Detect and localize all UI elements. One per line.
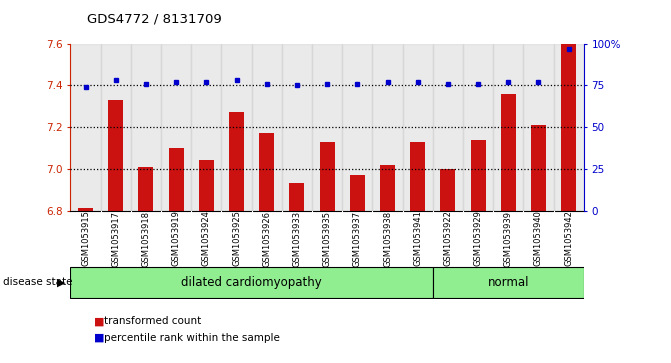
Bar: [161, 44, 191, 211]
FancyBboxPatch shape: [433, 267, 584, 298]
Text: percentile rank within the sample: percentile rank within the sample: [104, 333, 280, 343]
Bar: [289, 183, 305, 211]
Bar: [523, 44, 554, 211]
Text: transformed count: transformed count: [104, 316, 201, 326]
Bar: [191, 44, 221, 211]
Bar: [259, 133, 274, 211]
Bar: [561, 44, 576, 211]
Bar: [372, 44, 403, 211]
Bar: [554, 44, 584, 211]
Text: dilated cardiomyopathy: dilated cardiomyopathy: [181, 276, 322, 289]
Bar: [531, 125, 546, 211]
Text: ■: ■: [94, 333, 105, 343]
Bar: [282, 44, 312, 211]
Bar: [463, 44, 493, 211]
Bar: [138, 167, 154, 211]
Bar: [403, 44, 433, 211]
Bar: [168, 148, 184, 211]
Bar: [470, 139, 486, 211]
Bar: [501, 94, 516, 211]
Bar: [199, 160, 214, 211]
Bar: [493, 44, 523, 211]
FancyBboxPatch shape: [70, 267, 433, 298]
Text: normal: normal: [488, 276, 529, 289]
Bar: [342, 44, 372, 211]
Bar: [440, 169, 456, 211]
Bar: [78, 208, 93, 211]
Text: disease state: disease state: [3, 277, 73, 287]
Bar: [312, 44, 342, 211]
Bar: [70, 44, 101, 211]
Bar: [252, 44, 282, 211]
Bar: [319, 142, 335, 211]
Bar: [131, 44, 161, 211]
Bar: [108, 100, 123, 211]
Bar: [380, 165, 395, 211]
Bar: [221, 44, 252, 211]
Text: GDS4772 / 8131709: GDS4772 / 8131709: [87, 13, 222, 26]
Bar: [350, 175, 365, 211]
Bar: [229, 113, 244, 211]
Text: ▶: ▶: [57, 277, 66, 287]
Bar: [101, 44, 131, 211]
Bar: [433, 44, 463, 211]
Text: ■: ■: [94, 316, 105, 326]
Bar: [410, 142, 425, 211]
